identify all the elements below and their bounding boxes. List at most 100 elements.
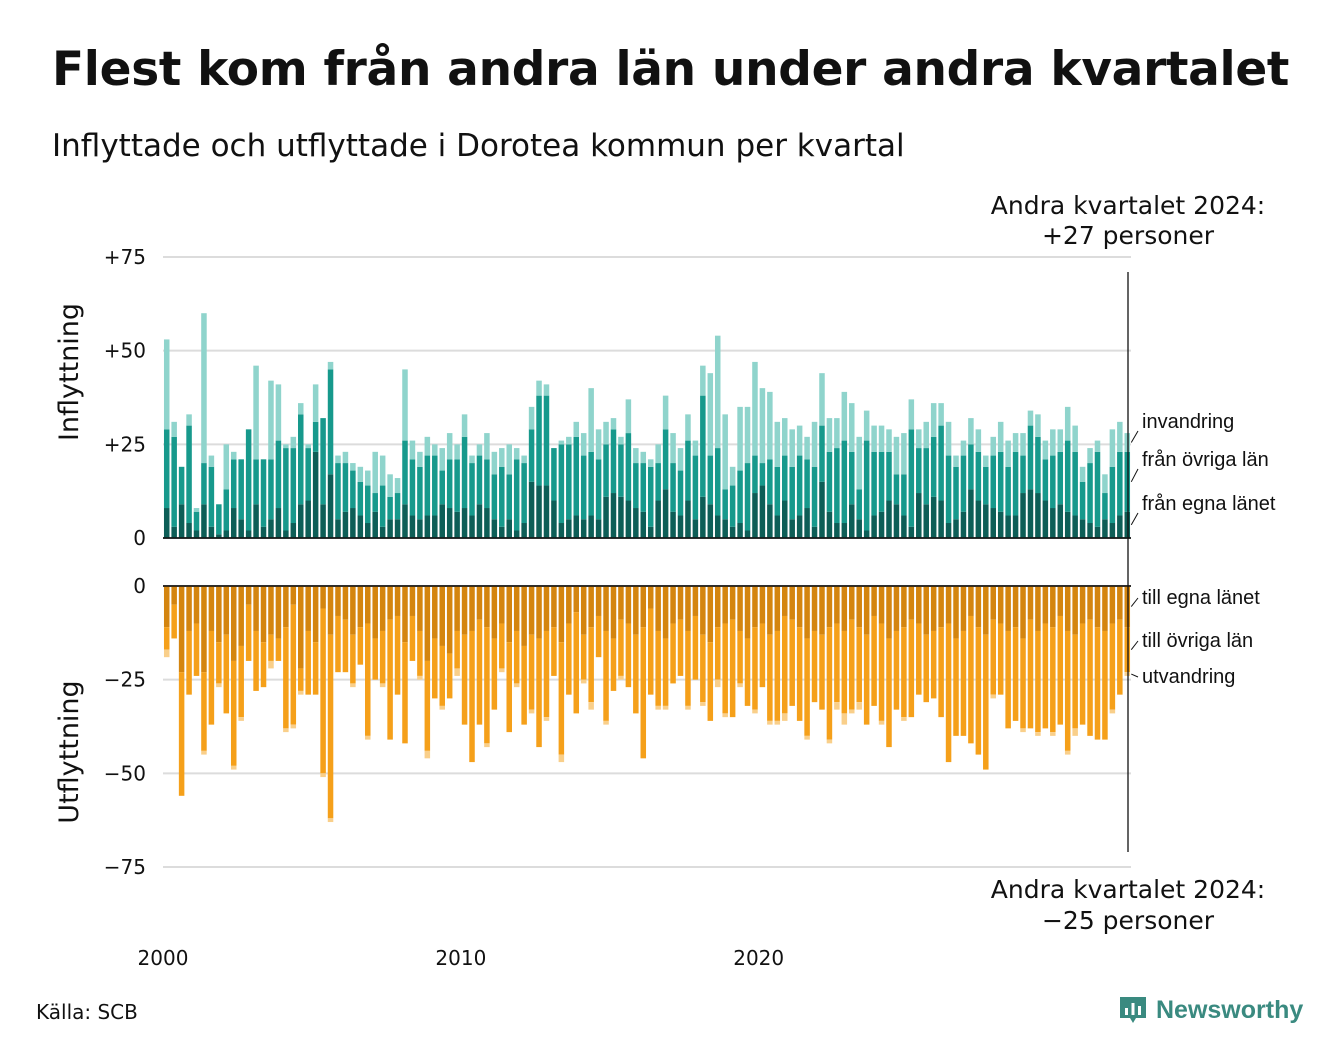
bar-utflytt-1: [774, 630, 781, 721]
legend-label: invandring: [1142, 411, 1234, 433]
bar-utflytt-0: [849, 586, 855, 620]
bar-inflytt-1: [677, 470, 684, 516]
bar-utflytt-0: [1102, 586, 1108, 631]
bar-utflytt-0: [543, 586, 550, 631]
bar-inflytt-0: [774, 515, 781, 538]
bar-inflytt-0: [208, 526, 215, 538]
bar-inflytt-2: [417, 451, 423, 467]
bar-utflytt-0: [566, 586, 572, 624]
bar-inflytt-0: [1042, 500, 1049, 538]
bar-inflytt-0: [446, 508, 453, 538]
bar-inflytt-0: [647, 526, 654, 538]
y-tick-label-bottom: 0: [133, 574, 146, 598]
bar-inflytt-1: [819, 425, 825, 482]
bar-utflytt-1: [573, 612, 580, 714]
bar-inflytt-0: [744, 530, 751, 538]
bar-utflytt-1: [685, 630, 691, 706]
bar-inflytt-0: [945, 523, 952, 538]
bar-inflytt-2: [1064, 406, 1071, 441]
bar-inflytt-0: [834, 523, 840, 538]
bar-utflytt-0: [208, 586, 215, 631]
bar-inflytt-2: [588, 388, 594, 452]
bar-inflytt-2: [1124, 433, 1131, 452]
bar-utflytt-1: [849, 619, 855, 710]
bar-inflytt-2: [432, 444, 438, 456]
bar-utflytt-0: [491, 586, 498, 639]
bar-inflytt-2: [990, 436, 996, 456]
bar-inflytt-0: [387, 519, 393, 538]
bar-utflytt-0: [588, 586, 594, 628]
bar-inflytt-2: [521, 455, 527, 464]
bar-utflytt-0: [290, 586, 297, 605]
bar-inflytt-2: [930, 403, 937, 437]
bar-utflytt-1: [193, 623, 200, 676]
bar-inflytt-1: [387, 496, 393, 520]
bar-utflytt-0: [595, 586, 602, 616]
bar-utflytt-2: [580, 679, 587, 684]
bar-inflytt-2: [774, 421, 781, 467]
bar-utflytt-0: [216, 586, 222, 643]
bar-utflytt-1: [588, 627, 594, 703]
bar-utflytt-1: [610, 638, 617, 691]
bar-inflytt-2: [1012, 433, 1019, 452]
bar-inflytt-0: [432, 515, 438, 538]
bar-utflytt-1: [923, 634, 929, 703]
bar-utflytt-2: [588, 702, 594, 710]
legend-leader: [1131, 673, 1139, 678]
bar-utflytt-1: [789, 619, 795, 706]
bar-inflytt-0: [767, 504, 773, 538]
bar-inflytt-1: [1109, 466, 1116, 524]
bar-inflytt-0: [841, 523, 848, 538]
bar-inflytt-1: [446, 459, 453, 509]
bar-utflytt-1: [1050, 627, 1056, 733]
bar-utflytt-1: [260, 642, 267, 688]
bar-inflytt-1: [186, 425, 192, 524]
bar-inflytt-2: [357, 466, 364, 482]
bar-inflytt-0: [685, 500, 691, 538]
bar-utflytt-2: [774, 720, 781, 725]
bar-inflytt-1: [372, 493, 378, 512]
bar-inflytt-2: [506, 444, 512, 475]
bar-utflytt-0: [670, 586, 676, 624]
bar-utflytt-1: [655, 630, 661, 706]
bar-utflytt-0: [372, 586, 378, 639]
bar-inflytt-2: [618, 436, 624, 445]
bar-utflytt-0: [752, 586, 758, 628]
bar-utflytt-0: [647, 586, 654, 609]
bar-inflytt-0: [707, 504, 714, 538]
bar-utflytt-0: [387, 586, 393, 620]
bar-inflytt-1: [499, 466, 505, 527]
bar-utflytt-1: [1005, 630, 1011, 729]
bar-utflytt-2: [714, 679, 721, 688]
bar-inflytt-1: [1035, 436, 1041, 494]
bar-inflytt-0: [893, 504, 900, 538]
bar-utflytt-0: [417, 586, 423, 631]
bar-inflytt-1: [1005, 466, 1011, 516]
bar-inflytt-1: [245, 429, 252, 531]
bar-utflytt-0: [714, 586, 721, 628]
bar-inflytt-0: [335, 519, 341, 538]
bar-inflytt-0: [513, 530, 520, 538]
bar-utflytt-1: [603, 630, 609, 721]
bar-utflytt-1: [640, 627, 647, 759]
bar-utflytt-2: [1050, 732, 1056, 736]
bar-utflytt-0: [558, 586, 565, 643]
bar-utflytt-1: [454, 630, 460, 669]
bar-utflytt-1: [811, 630, 818, 703]
bar-utflytt-0: [528, 586, 535, 635]
bar-inflytt-0: [580, 519, 587, 538]
y-tick-label-top: 0: [133, 526, 146, 550]
bar-utflytt-2: [290, 724, 297, 729]
bar-inflytt-0: [983, 504, 989, 538]
bar-inflytt-2: [662, 395, 669, 430]
bar-utflytt-1: [275, 638, 282, 661]
bar-utflytt-2: [767, 720, 773, 725]
bar-inflytt-0: [312, 451, 319, 538]
bar-inflytt-1: [916, 448, 922, 494]
bar-utflytt-2: [841, 713, 848, 725]
bar-utflytt-0: [1094, 586, 1101, 628]
brand-name: Newsworthy: [1156, 995, 1304, 1024]
bar-inflytt-2: [811, 421, 818, 467]
bar-utflytt-0: [439, 586, 445, 646]
bar-utflytt-1: [379, 630, 386, 684]
